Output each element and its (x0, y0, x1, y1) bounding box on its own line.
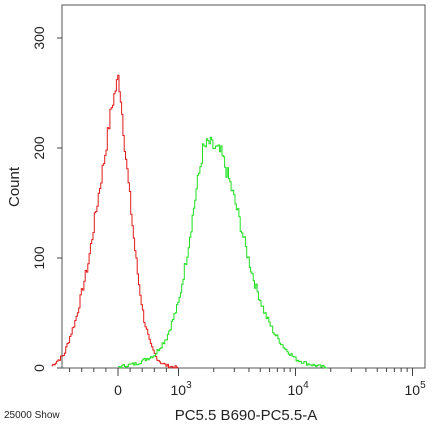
y-tick-label: 300 (31, 26, 47, 50)
footer-note: 25000 Show (4, 410, 60, 421)
histogram-series-1 (51, 74, 179, 369)
series-layer (51, 74, 328, 369)
y-tick-label: 0 (31, 364, 47, 372)
histogram-series-2 (118, 136, 328, 369)
x-axis-title: PC5.5 B690-PC5.5-A (175, 407, 318, 424)
y-axis-title: Count (6, 166, 23, 207)
x-tick-label: 0 (114, 382, 122, 398)
plot-frame (61, 4, 426, 369)
y-tick-label: 200 (31, 136, 47, 160)
x-tick-label: 103 (171, 380, 193, 398)
x-tick-label: 105 (405, 380, 427, 398)
axis-layer: 0 100 200 300 0 103 104 105 (31, 26, 426, 398)
x-tick-label: 104 (288, 380, 310, 398)
y-tick-label: 100 (31, 246, 47, 270)
